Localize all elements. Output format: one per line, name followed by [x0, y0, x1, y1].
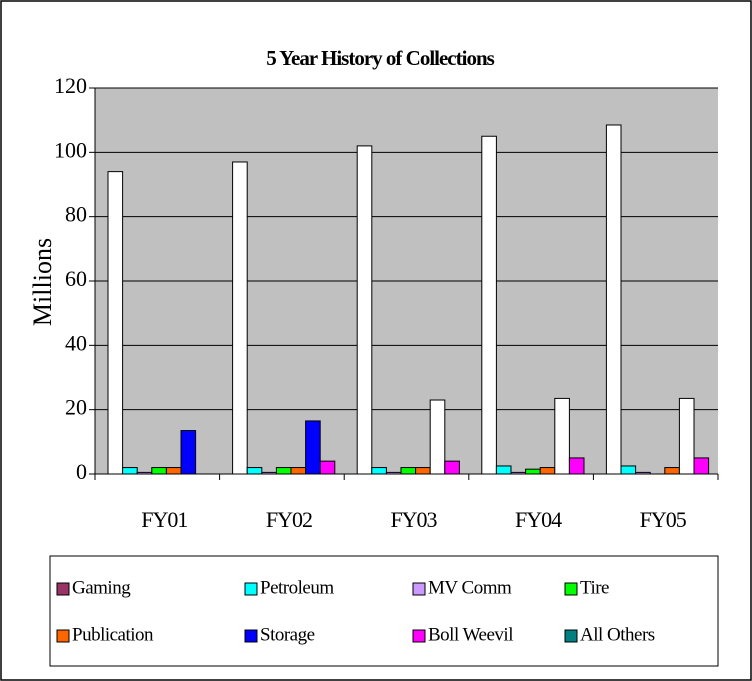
y-tick-label: 120	[54, 73, 87, 98]
legend-label: All Others	[580, 624, 655, 645]
bar	[371, 467, 387, 475]
x-tick-label: FY01	[141, 507, 187, 532]
bar	[525, 468, 541, 475]
legend-label: MV Comm	[428, 577, 512, 598]
bar	[620, 465, 637, 475]
bar	[568, 457, 585, 475]
bar	[385, 471, 402, 475]
bar	[605, 124, 622, 475]
legend-label: Publication	[72, 624, 154, 645]
bar	[693, 457, 710, 475]
bar	[635, 471, 651, 475]
bar	[554, 397, 570, 475]
bar	[356, 145, 373, 475]
legend-label: Storage	[260, 624, 315, 645]
y-tick-label: 100	[54, 137, 87, 162]
bar	[261, 471, 277, 475]
bar	[510, 471, 527, 475]
legend-label: Boll Weevil	[428, 624, 513, 645]
chart-title: 5 Year History of Collections	[266, 46, 494, 70]
legend-swatch	[56, 582, 70, 596]
x-tick-label: FY04	[515, 507, 562, 532]
bar	[180, 430, 197, 475]
bar	[319, 460, 336, 475]
bar	[305, 420, 321, 475]
bar	[136, 471, 153, 475]
legend-swatch	[564, 582, 578, 596]
legend-label: Tire	[580, 577, 609, 598]
bar	[107, 171, 124, 475]
bar	[232, 161, 248, 475]
bar	[429, 399, 446, 475]
bar	[664, 467, 680, 475]
legend-label: Petroleum	[260, 577, 334, 598]
bar	[444, 460, 460, 475]
bar	[246, 467, 263, 475]
legend-swatch	[412, 582, 426, 596]
x-tick-label: FY05	[640, 507, 687, 532]
bar	[495, 465, 512, 475]
bar	[151, 467, 167, 475]
bar	[678, 397, 695, 475]
y-tick-label: 40	[65, 330, 87, 355]
bar	[481, 135, 497, 475]
y-tick-label: 60	[65, 266, 87, 291]
legend-label: Gaming	[72, 577, 131, 598]
bar	[165, 467, 182, 475]
y-axis-label: Millions	[28, 238, 57, 326]
legend-swatch	[564, 629, 578, 643]
legend-swatch	[244, 629, 258, 643]
x-tick-label: FY03	[390, 507, 437, 532]
legend-swatch	[412, 629, 426, 643]
bar	[400, 467, 417, 475]
bar	[122, 467, 138, 475]
y-tick-label: 0	[76, 459, 87, 484]
bar	[415, 467, 431, 475]
y-tick-label: 80	[65, 202, 87, 227]
legend-box	[49, 555, 719, 667]
bar	[539, 467, 556, 475]
bar	[275, 467, 292, 475]
y-tick-label: 20	[65, 395, 87, 420]
x-tick-label: FY02	[266, 507, 312, 532]
legend-swatch	[244, 582, 258, 596]
bar	[290, 467, 307, 475]
legend-swatch	[56, 629, 70, 643]
